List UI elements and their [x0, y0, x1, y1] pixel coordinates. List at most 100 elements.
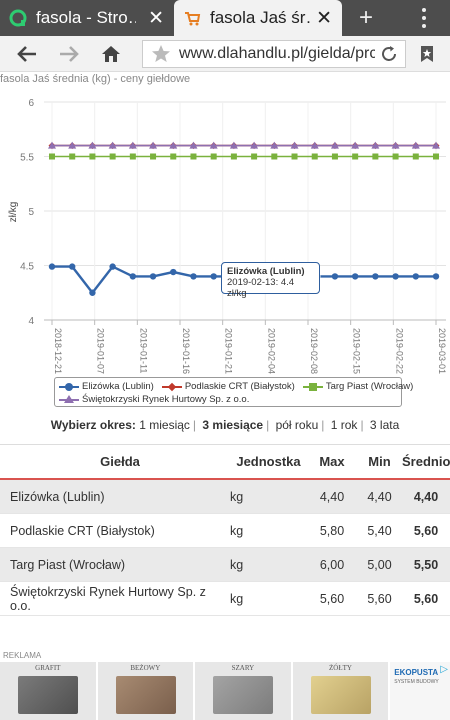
- data-point: [190, 153, 197, 160]
- cart-favicon-icon: [182, 8, 202, 28]
- data-point: [392, 153, 399, 160]
- adchoices-icon[interactable]: ▷: [440, 664, 448, 675]
- forward-icon[interactable]: [56, 42, 82, 66]
- data-point: [372, 153, 379, 160]
- close-tab-icon[interactable]: ✕: [316, 7, 332, 29]
- reload-icon[interactable]: [379, 44, 399, 69]
- legend-label: Elizówka (Lublin): [82, 381, 154, 392]
- ad-item[interactable]: ŻÓŁTY: [292, 662, 389, 720]
- cell-avg: 5,60: [413, 523, 439, 538]
- ad-item[interactable]: SZARY: [195, 662, 291, 720]
- tooltip-title: Elizówka (Lublin): [227, 266, 305, 277]
- home-icon[interactable]: [98, 42, 124, 66]
- bookmarks-icon[interactable]: [414, 42, 440, 66]
- period-option-3m[interactable]: 3 miesiące: [202, 418, 264, 432]
- data-point: [89, 289, 96, 296]
- x-tick-label: 2018-12-21: [53, 328, 63, 374]
- x-tick-label: 2019-01-11: [138, 328, 148, 373]
- price-chart[interactable]: 6 5.5 5 4.5 4 2018-12-21 2019-01-07 2019-01-11 2…: [0, 86, 450, 376]
- browser-tab-bar: fasola - Stro… ✕ fasola Jaś śr… ✕ +: [0, 0, 450, 36]
- legend-item[interactable]: Świętokrzyski Rynek Hurtowy Sp. z o.o.: [59, 394, 249, 405]
- ad-banner[interactable]: GRAFIT BEŻOWY SZARY ŻÓŁTY EKOPUSTA SYSTE…: [0, 662, 450, 720]
- cell-min: 5,60: [367, 591, 392, 606]
- bookmark-star-icon[interactable]: [151, 44, 171, 69]
- y-tick-label: 4: [28, 316, 34, 327]
- period-option-3y[interactable]: 3 lata: [369, 418, 400, 432]
- data-point: [229, 141, 238, 149]
- ad-item[interactable]: BEŻOWY: [97, 662, 194, 720]
- cell-market: Świętokrzyski Rynek Hurtowy Sp. z o.o.: [10, 584, 206, 613]
- data-point: [189, 141, 198, 149]
- data-point: [432, 141, 440, 149]
- data-point: [310, 141, 319, 149]
- legend-label: Podlaskie CRT (Białystok): [184, 381, 295, 392]
- ad-item-label: ŻÓŁTY: [328, 664, 352, 672]
- data-point: [170, 268, 177, 276]
- cell-min: 4,40: [367, 489, 392, 504]
- table-row: Elizówka (Lublin) kg 4,40 4,40 4,40: [0, 480, 450, 514]
- data-point: [330, 141, 339, 149]
- table-row: Targ Piast (Wrocław) kg 6,00 5,00 5,50: [0, 548, 450, 582]
- cell-unit: kg: [230, 489, 244, 504]
- ad-item[interactable]: GRAFIT: [0, 662, 96, 720]
- data-point: [128, 141, 137, 149]
- data-point: [69, 153, 76, 160]
- data-point: [433, 153, 439, 160]
- cell-unit: kg: [230, 591, 244, 606]
- period-option-1y[interactable]: 1 rok: [330, 418, 358, 432]
- legend-item[interactable]: Podlaskie CRT (Białystok): [161, 381, 295, 392]
- data-point: [190, 273, 197, 280]
- data-point: [169, 141, 178, 149]
- cell-max: 4,40: [319, 489, 345, 504]
- data-point: [49, 153, 55, 160]
- data-point: [290, 141, 299, 149]
- data-point: [129, 273, 137, 280]
- header-market: Giełda: [100, 454, 140, 469]
- data-point: [371, 141, 380, 149]
- data-point: [89, 153, 96, 160]
- y-tick-label: 5.5: [20, 153, 34, 164]
- tab-active[interactable]: fasola Jaś śr… ✕: [174, 0, 342, 36]
- tab-inactive[interactable]: fasola - Stro… ✕: [0, 0, 174, 36]
- x-tick-label: 2019-02-04: [266, 328, 276, 374]
- cell-market: Targ Piast (Wrocław): [10, 557, 126, 572]
- x-tick-label: 2019-01-21: [224, 328, 234, 374]
- menu-icon[interactable]: [414, 4, 434, 32]
- period-option-6m[interactable]: pół roku: [275, 418, 319, 432]
- data-point: [270, 141, 279, 149]
- close-tab-icon[interactable]: ✕: [148, 7, 164, 29]
- legend-label: Targ Piast (Wrocław): [325, 381, 414, 392]
- data-point: [149, 273, 157, 280]
- cell-max: 5,60: [319, 591, 345, 606]
- data-point: [68, 141, 77, 149]
- ad-brand-name: EKOPUSTA: [394, 668, 439, 677]
- ad-brand[interactable]: EKOPUSTA SYSTEM BUDOWY ▷: [390, 662, 450, 720]
- cell-max: 6,00: [319, 557, 345, 572]
- new-tab-button[interactable]: +: [358, 4, 373, 31]
- cell-market: Elizówka (Lublin): [10, 489, 105, 504]
- cell-avg: 5,60: [413, 591, 439, 606]
- legend-item[interactable]: Elizówka (Lublin): [59, 381, 154, 392]
- y-axis-label: zł/kg: [8, 202, 19, 223]
- x-tick-label: 2019-03-01: [437, 328, 447, 374]
- table-row: Świętokrzyski Rynek Hurtowy Sp. z o.o. k…: [0, 582, 450, 616]
- header-unit: Jednostka: [236, 454, 301, 469]
- data-point: [149, 141, 158, 149]
- data-point: [351, 141, 360, 149]
- x-tick-label: 2019-02-08: [309, 328, 319, 374]
- price-table: Giełda Jednostka Max Min Średnio Elizówk…: [0, 444, 450, 616]
- back-icon[interactable]: [14, 42, 40, 66]
- data-point: [150, 153, 157, 160]
- legend-item[interactable]: Targ Piast (Wrocław): [302, 381, 414, 392]
- data-point: [372, 273, 379, 280]
- data-point: [392, 273, 399, 280]
- data-point: [210, 273, 217, 280]
- data-point: [311, 153, 318, 160]
- y-tick-label: 6: [28, 98, 34, 109]
- address-bar[interactable]: www.dlahandlu.pl/gielda/prc: [142, 40, 406, 68]
- url-text[interactable]: www.dlahandlu.pl/gielda/prc: [179, 45, 375, 62]
- data-point: [129, 153, 136, 160]
- header-max: Max: [319, 454, 345, 469]
- period-option-1m[interactable]: 1 miesiąc: [139, 418, 190, 432]
- ad-item-label: SZARY: [231, 664, 255, 672]
